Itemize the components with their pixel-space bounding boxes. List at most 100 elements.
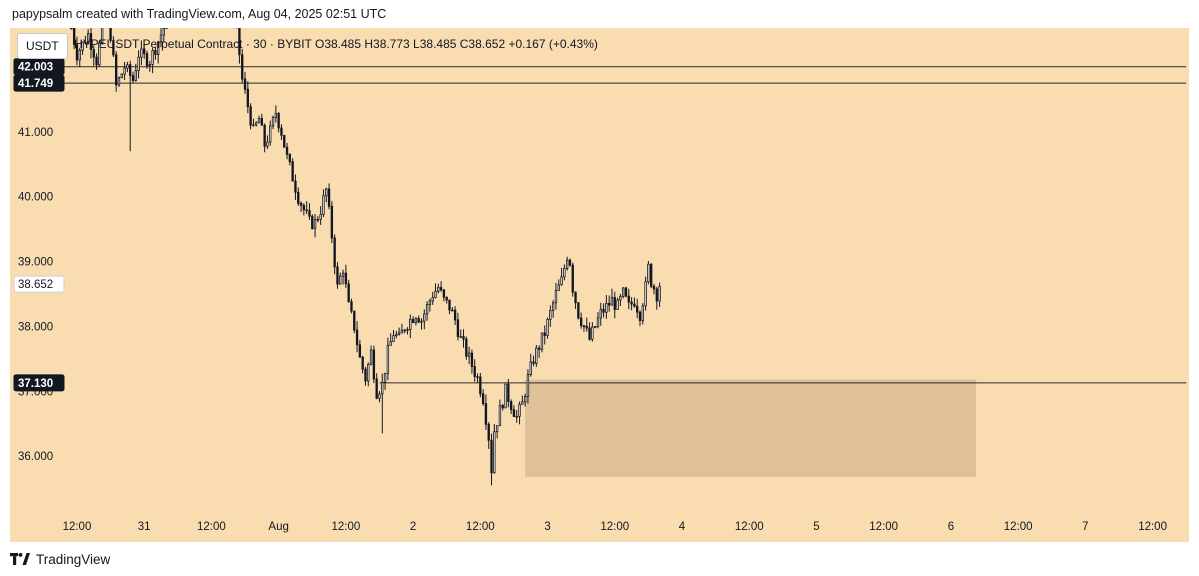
candle-body[interactable] — [123, 67, 126, 75]
candle-body[interactable] — [599, 308, 602, 319]
candle-body[interactable] — [414, 318, 418, 323]
candle-body[interactable] — [481, 393, 485, 404]
candle-body[interactable] — [154, 50, 157, 55]
candle-body[interactable] — [571, 264, 574, 293]
candle-body[interactable] — [476, 376, 479, 378]
candle-body[interactable] — [504, 383, 507, 409]
candle-body[interactable] — [473, 366, 476, 377]
candle-body[interactable] — [336, 266, 339, 285]
candle-body[interactable] — [470, 352, 474, 367]
candle-body[interactable] — [434, 290, 437, 298]
candle-body[interactable] — [350, 301, 353, 312]
candle-body[interactable] — [84, 41, 87, 44]
candle-body[interactable] — [459, 336, 462, 338]
candle-body[interactable] — [86, 33, 90, 44]
candle-body[interactable] — [288, 153, 292, 163]
candle-body[interactable] — [383, 372, 387, 383]
candle-body[interactable] — [565, 259, 569, 269]
candle-body[interactable] — [249, 106, 252, 126]
candle-body[interactable] — [358, 344, 362, 358]
candle-body[interactable] — [465, 338, 468, 357]
candle-body[interactable] — [115, 54, 118, 86]
candle-body[interactable] — [417, 318, 420, 323]
candle-body[interactable] — [72, 28, 76, 46]
candle-body[interactable] — [554, 289, 558, 304]
candle-body[interactable] — [283, 134, 286, 148]
candle-body[interactable] — [134, 70, 137, 81]
candle-body[interactable] — [608, 302, 611, 306]
candle-body[interactable] — [490, 439, 493, 474]
candle-body[interactable] — [498, 405, 502, 427]
candle-body[interactable] — [420, 320, 423, 323]
candle-body[interactable] — [269, 125, 272, 143]
candle-body[interactable] — [299, 202, 303, 206]
candle-body[interactable] — [333, 237, 336, 268]
demand-zone-rect[interactable] — [525, 379, 977, 477]
candle-body[interactable] — [305, 209, 308, 212]
candle-body[interactable] — [546, 319, 549, 336]
candle-body[interactable] — [655, 288, 658, 302]
candle-body[interactable] — [327, 188, 331, 207]
candle-body[interactable] — [596, 317, 600, 328]
candle-body[interactable] — [537, 347, 541, 350]
candle-body[interactable] — [479, 376, 482, 395]
currency-label[interactable]: USDT — [17, 33, 68, 59]
candle-body[interactable] — [319, 214, 322, 220]
candle-body[interactable] — [605, 302, 608, 313]
candle-body[interactable] — [375, 378, 378, 399]
candle-body[interactable] — [540, 332, 544, 350]
candle-body[interactable] — [316, 218, 320, 221]
candle-body[interactable] — [403, 329, 406, 332]
candle-body[interactable] — [518, 403, 521, 417]
candle-body[interactable] — [95, 56, 98, 66]
candle-body[interactable] — [627, 295, 630, 303]
candle-body[interactable] — [487, 423, 490, 441]
candle-body[interactable] — [406, 329, 409, 331]
candle-body[interactable] — [392, 335, 395, 343]
candle-body[interactable] — [439, 287, 443, 291]
candle-body[interactable] — [367, 363, 370, 382]
candle-body[interactable] — [322, 195, 325, 215]
candle-body[interactable] — [361, 356, 364, 370]
candle-body[interactable] — [658, 285, 661, 302]
candle-body[interactable] — [647, 263, 650, 283]
candle-body[interactable] — [411, 319, 415, 323]
candle-body[interactable] — [140, 48, 143, 58]
candle-body[interactable] — [453, 309, 457, 321]
candle-body[interactable] — [89, 33, 93, 50]
candle-body[interactable] — [277, 113, 280, 129]
candle-body[interactable] — [602, 308, 605, 313]
candle-body[interactable] — [633, 303, 636, 307]
candle-body[interactable] — [641, 305, 644, 321]
candle-body[interactable] — [568, 259, 572, 266]
candle-body[interactable] — [148, 64, 151, 66]
candle-body[interactable] — [129, 64, 132, 77]
candle-body[interactable] — [330, 205, 334, 239]
price-chart[interactable]: 36.00037.00038.00039.00040.00041.00042.0… — [10, 28, 1189, 542]
candle-body[interactable] — [109, 28, 112, 41]
candle-body[interactable] — [619, 295, 622, 301]
candle-body[interactable] — [395, 333, 398, 336]
candle-body[interactable] — [145, 53, 149, 66]
candle-body[interactable] — [386, 344, 390, 374]
candle-body[interactable] — [313, 218, 317, 229]
candle-body[interactable] — [409, 319, 412, 330]
candle-body[interactable] — [551, 302, 555, 311]
candle-body[interactable] — [325, 188, 328, 197]
candle-body[interactable] — [521, 401, 524, 405]
candle-body[interactable] — [143, 48, 146, 55]
candle-body[interactable] — [610, 297, 614, 306]
candle-body[interactable] — [495, 425, 499, 433]
candle-body[interactable] — [353, 310, 356, 331]
candle-body[interactable] — [574, 291, 577, 304]
candle-body[interactable] — [507, 383, 510, 403]
candle-body[interactable] — [591, 326, 594, 340]
candle-body[interactable] — [271, 116, 275, 127]
candle-body[interactable] — [437, 287, 440, 292]
candle-body[interactable] — [378, 393, 381, 399]
candle-body[interactable] — [543, 332, 546, 336]
candle-body[interactable] — [400, 329, 404, 334]
candle-body[interactable] — [347, 283, 350, 303]
candle-body[interactable] — [101, 28, 104, 44]
candle-body[interactable] — [252, 124, 255, 127]
